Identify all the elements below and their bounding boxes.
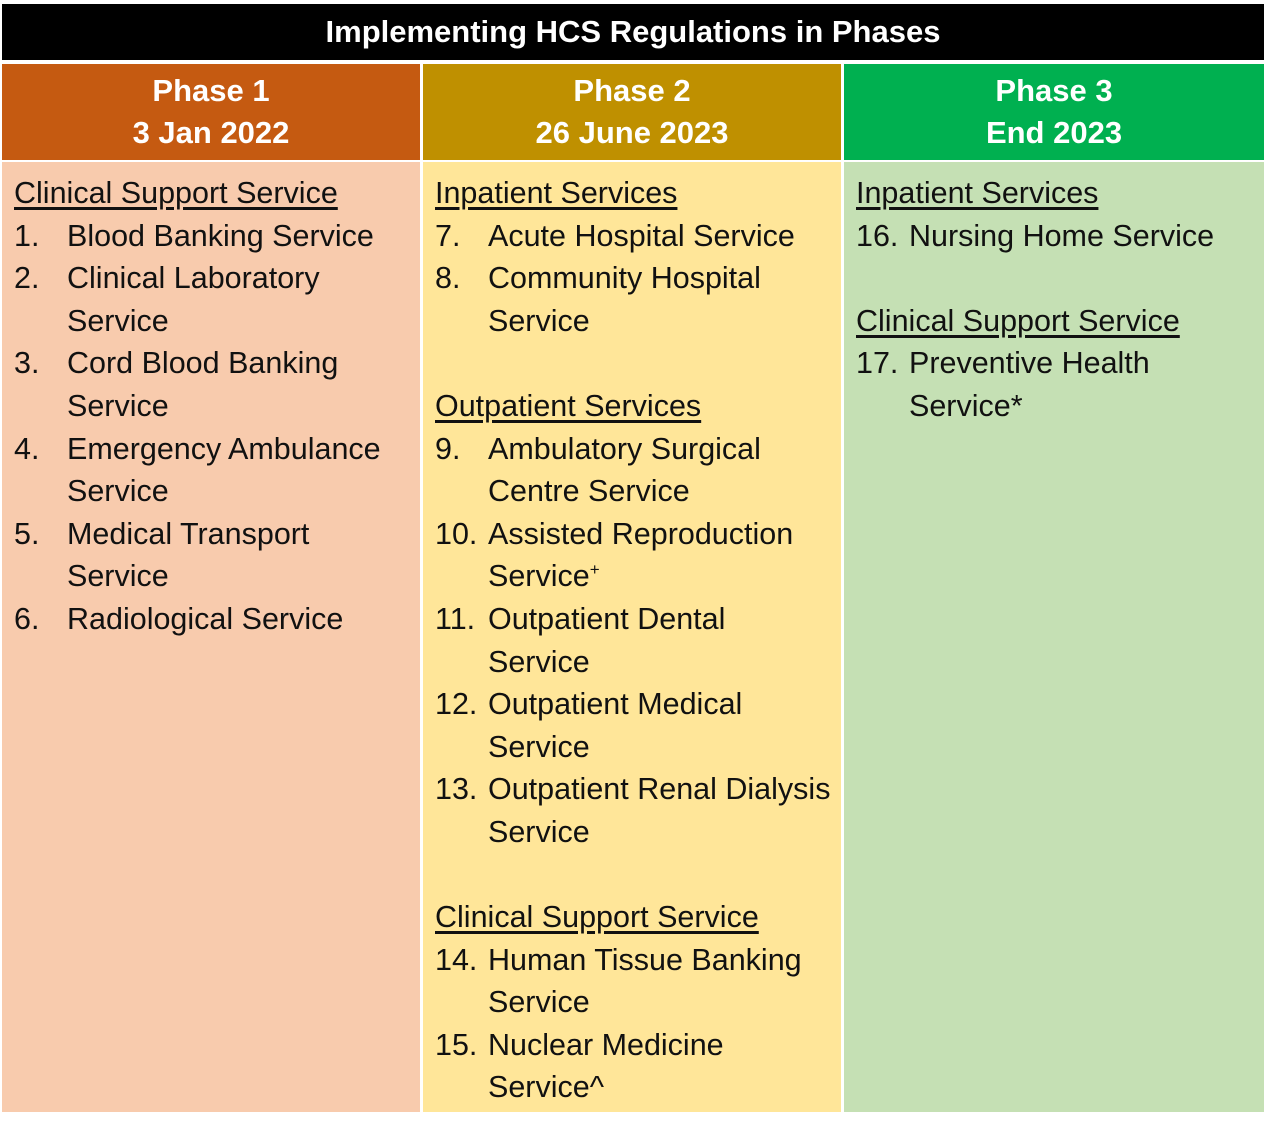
item-number: 13.	[435, 772, 478, 807]
item-text: Outpatient Medical Service	[488, 687, 743, 764]
list-item: 16. Nursing Home Service	[856, 215, 1264, 258]
item-number: 5.	[14, 516, 40, 551]
item-number: 16.	[856, 218, 899, 253]
section-heading: Clinical Support Service	[856, 303, 1180, 338]
section-heading: Clinical Support Service	[14, 176, 338, 210]
spacer	[856, 257, 1264, 300]
spacer	[435, 342, 841, 385]
list-item: 1. Blood Banking Service	[14, 215, 420, 258]
phase-3-name: Phase 3	[995, 73, 1113, 108]
item-text: Community Hospital Service	[488, 261, 761, 338]
item-number: 6.	[14, 601, 40, 636]
item-text: Preventive Health Service*	[909, 346, 1150, 423]
phase-1-name: Phase 1	[152, 73, 270, 108]
phase-2-body: Inpatient Services 7. Acute Hospital Serv…	[423, 162, 841, 1112]
list-item: 13. Outpatient Renal Dialysis Service	[435, 768, 841, 853]
phase-2-date: 26 June 2023	[535, 115, 729, 150]
item-text: Assisted Reproduction Service	[488, 516, 794, 594]
list-item: 12. Outpatient Medical Service	[435, 683, 841, 768]
section-heading: Clinical Support Service	[435, 900, 759, 935]
list-item: 11. Outpatient Dental Service	[435, 598, 841, 683]
item-number: 11.	[435, 601, 476, 636]
list-item: 10. Assisted Reproduction Service+	[435, 513, 841, 598]
item-number: 7.	[435, 218, 461, 253]
item-text: Ambulatory Surgical Centre Service	[488, 431, 761, 509]
list-item: 17. Preventive Health Service*	[856, 342, 1264, 427]
item-number: 12.	[435, 687, 478, 722]
item-text: Nuclear Medicine Service^	[488, 1027, 724, 1105]
phase-2-name: Phase 2	[573, 73, 691, 108]
phase-2-header: Phase 2 26 June 2023	[423, 64, 841, 160]
phase-1-header: Phase 1 3 Jan 2022	[2, 64, 420, 160]
list-item: 7. Acute Hospital Service	[435, 215, 841, 258]
spacer	[435, 854, 841, 897]
phase-3-date: End 2023	[985, 115, 1123, 150]
item-number: 15.	[435, 1027, 478, 1062]
item-number: 17.	[856, 346, 899, 381]
footnote-mark: +	[589, 560, 600, 580]
item-text: Emergency Ambulance Service	[67, 431, 381, 509]
phase-1-date: 3 Jan 2022	[132, 115, 290, 150]
phase-3-body: Inpatient Services 16. Nursing Home Servi…	[844, 162, 1264, 1112]
item-text: Medical Transport Service	[67, 516, 310, 594]
item-text: Human Tissue Banking Service	[488, 942, 802, 1020]
list-item: 15. Nuclear Medicine Service^	[435, 1024, 841, 1109]
item-text: Outpatient Renal Dialysis Service	[488, 772, 831, 849]
phases-table: Implementing HCS Regulations in Phases P…	[2, 4, 1264, 1112]
list-item: 2. Clinical Laboratory Service	[14, 257, 420, 342]
list-item: 14. Human Tissue Banking Service	[435, 939, 841, 1024]
item-number: 8.	[435, 261, 461, 296]
item-text: Outpatient Dental Service	[488, 601, 726, 679]
item-number: 4.	[14, 431, 40, 466]
item-number: 3.	[14, 346, 40, 381]
list-item: 6. Radiological Service	[14, 598, 420, 641]
item-text-wrap: Assisted Reproduction Service+	[488, 513, 841, 598]
item-text: Cord Blood Banking Service	[67, 346, 339, 423]
item-text: Nursing Home Service	[909, 218, 1215, 253]
section-heading: Inpatient Services	[856, 176, 1099, 210]
section-heading: Outpatient Services	[435, 388, 702, 423]
list-item: 9. Ambulatory Surgical Centre Service	[435, 428, 841, 513]
item-number: 9.	[435, 431, 461, 466]
table-title: Implementing HCS Regulations in Phases	[2, 4, 1264, 60]
item-number: 10.	[435, 516, 478, 551]
list-item: 4. Emergency Ambulance Service	[14, 428, 420, 513]
item-number: 14.	[435, 942, 478, 977]
list-item: 5. Medical Transport Service	[14, 513, 420, 598]
list-item: 3. Cord Blood Banking Service	[14, 342, 420, 427]
item-number: 2.	[14, 261, 40, 296]
item-text: Blood Banking Service	[67, 218, 374, 253]
phase-3-header: Phase 3 End 2023	[844, 64, 1264, 160]
section-heading: Inpatient Services	[435, 176, 678, 210]
item-number: 1.	[14, 218, 40, 253]
item-text: Acute Hospital Service	[488, 218, 795, 253]
item-text: Clinical Laboratory Service	[67, 261, 320, 338]
phase-1-body: Clinical Support Service 1. Blood Banking…	[2, 162, 420, 1112]
list-item: 8. Community Hospital Service	[435, 257, 841, 342]
item-text: Radiological Service	[67, 601, 344, 636]
